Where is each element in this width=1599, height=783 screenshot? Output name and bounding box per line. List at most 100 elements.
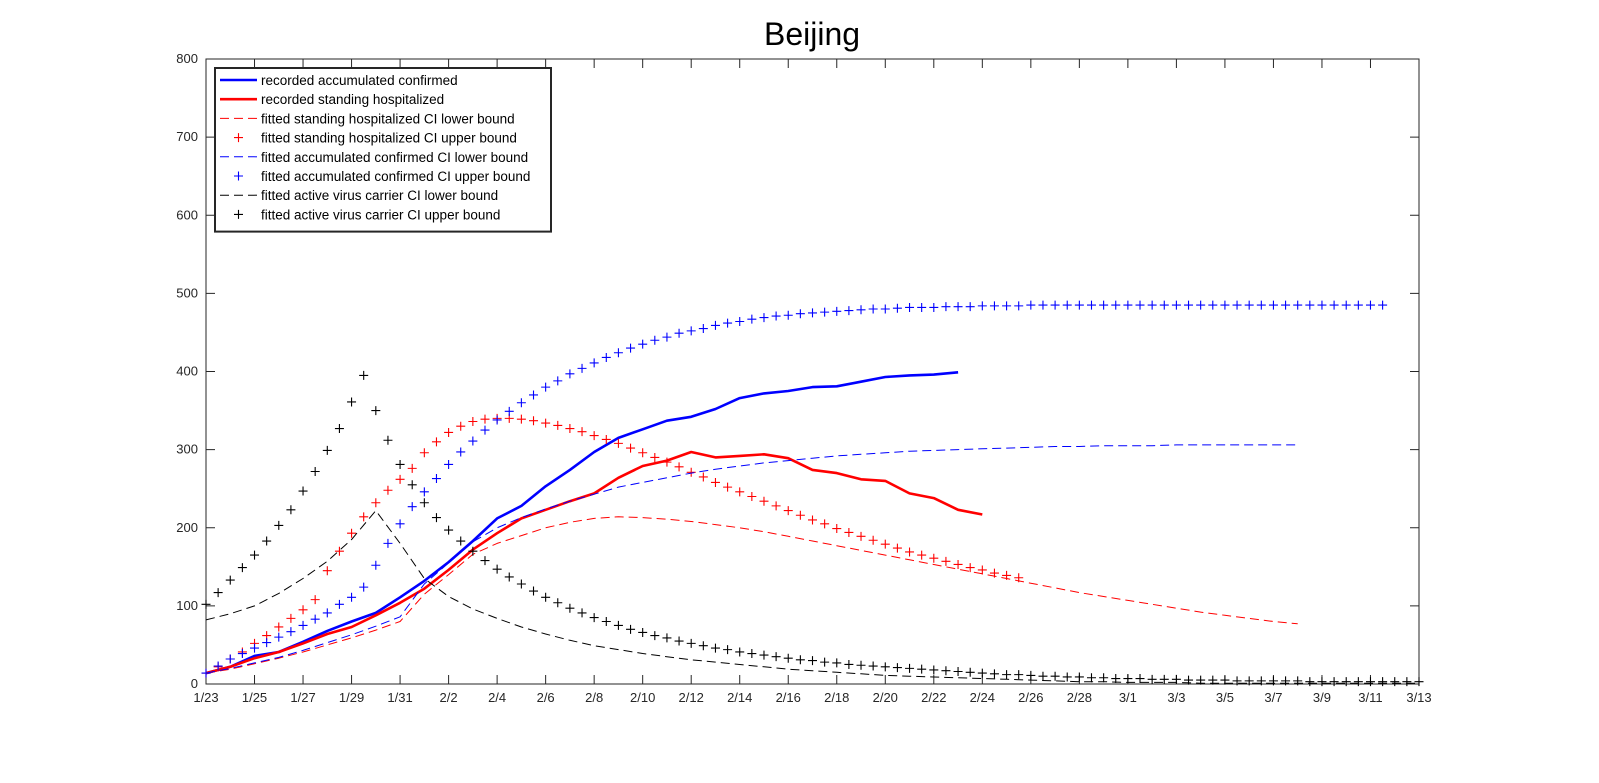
data-point [795,309,805,319]
data-point [929,302,939,312]
data-point [820,519,830,529]
data-point [589,431,599,441]
data-point [892,543,902,553]
data-point [1268,676,1278,686]
data-point [844,527,854,537]
x-tick-label: 3/9 [1313,690,1331,705]
data-point [1208,675,1218,685]
data-point [1038,671,1048,681]
data-point [395,519,405,529]
x-tick-label: 2/18 [824,690,849,705]
legend-entry: fitted accumulated confirmed CI lower bo… [261,150,528,165]
data-point [1050,300,1060,310]
data-point [808,308,817,318]
data-point [1111,674,1121,684]
data-point [1026,300,1036,310]
data-point [674,462,684,472]
data-point [710,643,720,653]
data-point [1002,301,1012,311]
data-point [868,535,878,545]
data-point [395,474,405,484]
data-point [892,663,902,673]
data-point [310,595,320,605]
x-tick-label: 1/29 [339,690,364,705]
data-point [334,424,344,434]
data-point [929,553,939,563]
data-point [310,467,320,476]
data-point [759,496,769,506]
data-point [1135,300,1145,310]
data-point [371,406,381,416]
data-point [856,531,866,541]
data-point [201,668,211,678]
data-point [917,550,927,560]
data-point [613,438,623,448]
y-tick-label: 700 [176,129,198,144]
data-point [880,662,890,672]
legend-swatch [234,171,243,181]
data-point [613,620,623,630]
x-tick-label: 2/20 [873,690,898,705]
data-point [686,638,696,648]
data-point [965,302,975,312]
data-point [771,311,781,321]
data-point [395,459,405,469]
data-point [1329,300,1339,310]
data-point [1002,570,1012,580]
y-tick-label: 800 [176,51,198,66]
x-tick-label: 1/25 [242,690,267,705]
data-point [334,546,344,556]
data-point [601,617,611,626]
data-point [250,550,260,560]
data-point [941,666,951,676]
data-point [237,649,247,659]
data-point [1123,674,1133,684]
data-point [359,370,369,380]
data-point [674,636,684,646]
data-point [941,302,951,312]
data-point [698,324,708,334]
data-point [347,592,357,602]
data-point [1171,300,1181,310]
data-point [905,547,915,557]
data-point [1159,300,1169,310]
data-point [783,506,793,516]
x-tick-label: 3/3 [1167,690,1185,705]
x-tick-label: 2/26 [1018,690,1043,705]
data-point [626,443,636,453]
data-point [662,332,672,342]
data-point [431,437,441,447]
data-point [541,418,551,428]
y-tick-label: 500 [176,285,198,300]
data-point [213,661,223,671]
data-point [844,306,854,316]
data-point [710,320,720,330]
legend-box [214,67,552,233]
data-point [456,536,466,546]
data-point [1414,677,1424,687]
data-point [977,301,987,311]
data-point [638,627,648,637]
data-point [1317,677,1327,687]
data-point [1293,300,1303,310]
series-line-fitted-accumulated-confirmed-ci-lower-bound [205,444,1298,674]
x-tick-label: 2/10 [630,690,655,705]
data-point [1074,672,1084,682]
data-point [1111,300,1121,310]
data-point [1353,300,1363,310]
data-point [541,592,551,602]
data-point [444,459,454,469]
y-tick-label: 600 [176,207,198,222]
data-point [856,660,866,670]
x-tick-label: 2/24 [970,690,995,705]
data-point [1390,677,1400,687]
data-point [383,538,393,548]
x-tick-label: 1/23 [193,690,218,705]
data-point [795,510,805,520]
data-point [1038,300,1048,310]
y-tick-label: 0 [191,676,198,691]
data-point [1184,300,1194,310]
data-point [1171,674,1181,684]
chart-title: Beijing [764,16,860,52]
